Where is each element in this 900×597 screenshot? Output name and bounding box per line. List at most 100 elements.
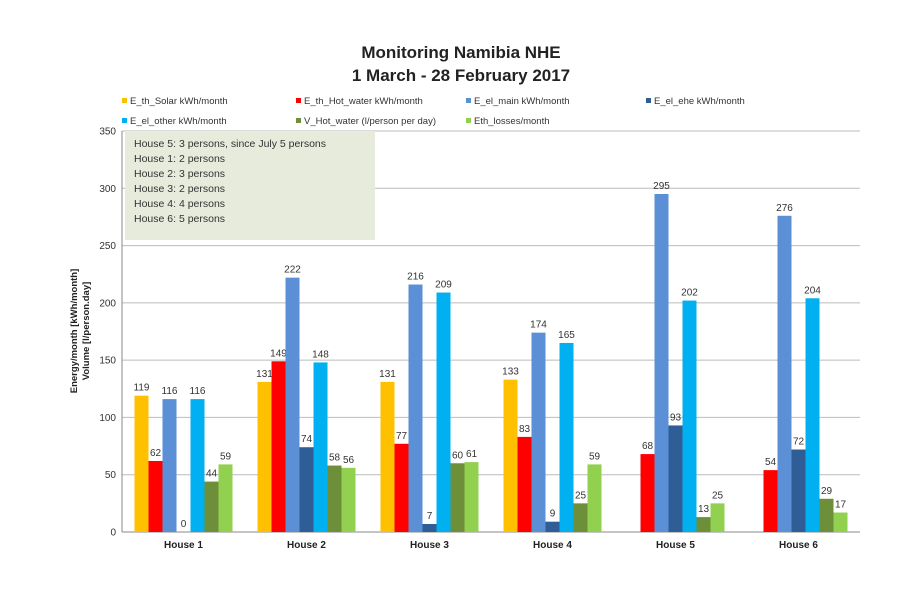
bar xyxy=(327,465,342,532)
bar xyxy=(299,447,314,532)
data-label: 119 xyxy=(134,383,150,394)
data-label: 68 xyxy=(642,441,654,452)
annotation-line: House 2: 3 persons xyxy=(134,168,225,180)
bar xyxy=(313,362,328,532)
data-label: 116 xyxy=(162,386,178,397)
bar xyxy=(763,470,778,532)
bar xyxy=(218,464,233,532)
data-label: 133 xyxy=(502,367,519,378)
x-tick-label: House 2 xyxy=(287,540,326,551)
data-label: 61 xyxy=(466,449,478,460)
y-tick-label: 0 xyxy=(110,528,116,539)
legend-swatch xyxy=(466,98,471,103)
data-label: 72 xyxy=(793,437,805,448)
data-label: 165 xyxy=(558,330,575,341)
y-tick-label: 100 xyxy=(99,413,116,424)
bar xyxy=(436,292,451,532)
bar xyxy=(380,381,395,532)
data-label: 59 xyxy=(589,451,601,462)
legend-entry: E_el_main kWh/month xyxy=(474,96,570,107)
y-tick-label: 50 xyxy=(105,470,117,481)
data-label: 174 xyxy=(530,320,547,331)
bar xyxy=(573,503,588,532)
bar xyxy=(777,215,792,533)
data-label: 74 xyxy=(301,434,313,445)
bar xyxy=(531,332,546,532)
bar xyxy=(204,481,219,532)
annotation-box xyxy=(125,131,375,240)
bar xyxy=(668,425,683,532)
bar xyxy=(559,342,574,532)
data-label: 56 xyxy=(343,455,355,466)
data-label: 17 xyxy=(835,500,847,511)
data-label: 13 xyxy=(698,504,710,515)
bar xyxy=(654,194,669,532)
data-label: 116 xyxy=(190,386,206,397)
data-label: 216 xyxy=(407,272,424,283)
bar xyxy=(545,521,560,532)
bar xyxy=(682,300,697,532)
data-label: 29 xyxy=(821,486,833,497)
bar xyxy=(819,498,834,532)
y-tick-label: 200 xyxy=(99,298,116,309)
bar xyxy=(408,284,423,532)
y-tick-label: 300 xyxy=(99,184,116,195)
bar xyxy=(271,361,286,532)
data-label: 202 xyxy=(681,288,698,299)
bar xyxy=(640,454,655,532)
chart-title-line-2: 1 March - 28 February 2017 xyxy=(352,66,570,85)
bar xyxy=(148,460,163,532)
legend-entry: Eth_losses/month xyxy=(474,116,550,127)
y-tick-label: 250 xyxy=(99,241,116,252)
y-axis-label-line-1: Energy/month [kWh/month] xyxy=(69,269,80,394)
y-tick-label: 150 xyxy=(99,356,116,367)
data-label: 60 xyxy=(452,450,464,461)
legend-swatch xyxy=(296,98,301,103)
chart-title-line-1: Monitoring Namibia NHE xyxy=(361,43,560,62)
data-label: 7 xyxy=(427,511,433,522)
bar xyxy=(805,298,820,532)
data-label: 44 xyxy=(206,469,218,480)
data-label: 148 xyxy=(312,349,329,360)
bar xyxy=(450,463,465,532)
legend-swatch xyxy=(122,118,127,123)
bar xyxy=(710,503,725,532)
x-tick-label: House 1 xyxy=(164,540,203,551)
bar xyxy=(464,462,479,532)
bar xyxy=(285,277,300,532)
legend-entry: E_el_other kWh/month xyxy=(130,116,227,127)
bar xyxy=(696,517,711,532)
annotation-line: House 6: 5 persons xyxy=(134,213,225,225)
data-label: 0 xyxy=(181,519,187,530)
x-tick-label: House 6 xyxy=(779,540,818,551)
bar xyxy=(791,449,806,532)
y-tick-label: 350 xyxy=(99,127,116,138)
bar xyxy=(134,395,149,532)
bar xyxy=(587,464,602,532)
legend-swatch xyxy=(646,98,651,103)
y-axis-label-line-2: Volume [l/person.day] xyxy=(81,282,92,381)
data-label: 83 xyxy=(519,424,531,435)
annotation-line: House 4: 4 persons xyxy=(134,198,225,210)
data-label: 77 xyxy=(396,431,408,442)
data-label: 209 xyxy=(435,280,452,291)
bar xyxy=(422,523,437,532)
annotation-line: House 5: 3 persons, since July 5 persons xyxy=(134,138,326,150)
legend-swatch xyxy=(466,118,471,123)
bar xyxy=(162,399,177,532)
x-tick-label: House 3 xyxy=(410,540,449,551)
data-label: 149 xyxy=(270,348,287,359)
bar xyxy=(517,436,532,532)
legend-swatch xyxy=(122,98,127,103)
legend-entry: E_th_Hot_water kWh/month xyxy=(304,96,423,107)
x-tick-label: House 5 xyxy=(656,540,695,551)
bar xyxy=(257,381,272,532)
data-label: 59 xyxy=(220,451,232,462)
data-label: 58 xyxy=(329,453,341,464)
data-label: 204 xyxy=(804,285,821,296)
legend-swatch xyxy=(296,118,301,123)
legend-entry: E_el_ehe kWh/month xyxy=(654,96,745,107)
annotation-line: House 1: 2 persons xyxy=(134,153,225,165)
data-label: 93 xyxy=(670,412,682,423)
